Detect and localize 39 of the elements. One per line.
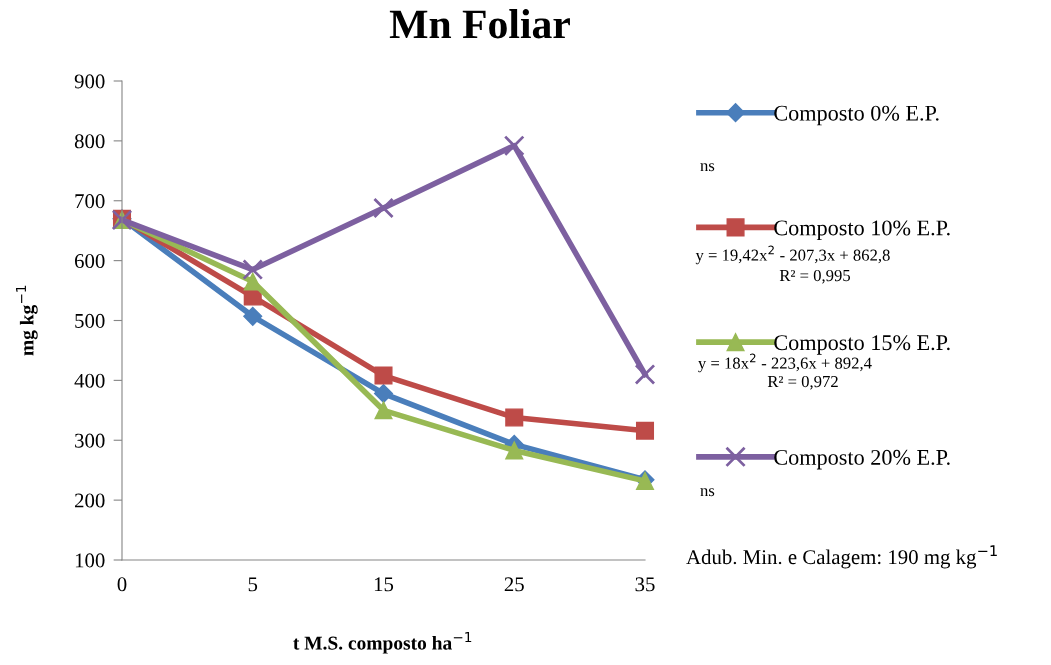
- legend-label: Composto 10% E.P.: [774, 220, 950, 240]
- text: y = 19,42x$^{2}$ - 207,3x + 862,8: [695, 245, 890, 265]
- y-tick-label: 900: [74, 74, 105, 89]
- y-tick-label: 300: [75, 433, 105, 448]
- y-tick-label: 100: [75, 553, 105, 568]
- y-tick-label: 600: [74, 254, 105, 269]
- point: [373, 384, 394, 404]
- chart-title: Mn Foliar: [389, 9, 570, 39]
- x-tick-label: 25: [504, 577, 524, 592]
- point: [243, 306, 263, 326]
- point: [505, 408, 524, 427]
- point: [635, 421, 655, 440]
- legend-label: Composto 0% E.P.: [774, 105, 939, 126]
- x-tick-label: 5: [248, 577, 258, 592]
- y-tick-label: 400: [74, 373, 105, 388]
- y-tick-label: 200: [75, 493, 105, 508]
- text: R² = 0,995: [779, 269, 851, 284]
- legend-label: Composto 15% E.P.: [774, 335, 950, 355]
- point: [243, 272, 262, 291]
- point: [373, 197, 394, 219]
- point: [503, 135, 525, 157]
- text: Adub. Min. e Calagem: 190 mg kg$^{−1}$: [686, 545, 997, 569]
- point: [374, 366, 393, 385]
- x-tick-label: 15: [374, 577, 394, 592]
- x-tick-label: 35: [635, 577, 655, 592]
- point: [505, 441, 524, 460]
- text: ns: [700, 488, 715, 497]
- x-axis-title: t M.S. composto ha$^{−1}$: [293, 632, 472, 654]
- x-tick-label: 0: [117, 577, 127, 592]
- text: R² = 0,972: [767, 375, 838, 390]
- point: [634, 363, 656, 385]
- legend-label: Composto 20% E.P.: [774, 449, 950, 470]
- point: [374, 401, 393, 420]
- y-tick-label: 500: [75, 313, 105, 328]
- text: ns: [700, 163, 715, 172]
- y-tick-label: 800: [74, 134, 105, 149]
- y-axis-title: mg kg$^{−1}$: [16, 285, 38, 356]
- point: [242, 259, 264, 281]
- y-tick-label: 700: [75, 194, 105, 209]
